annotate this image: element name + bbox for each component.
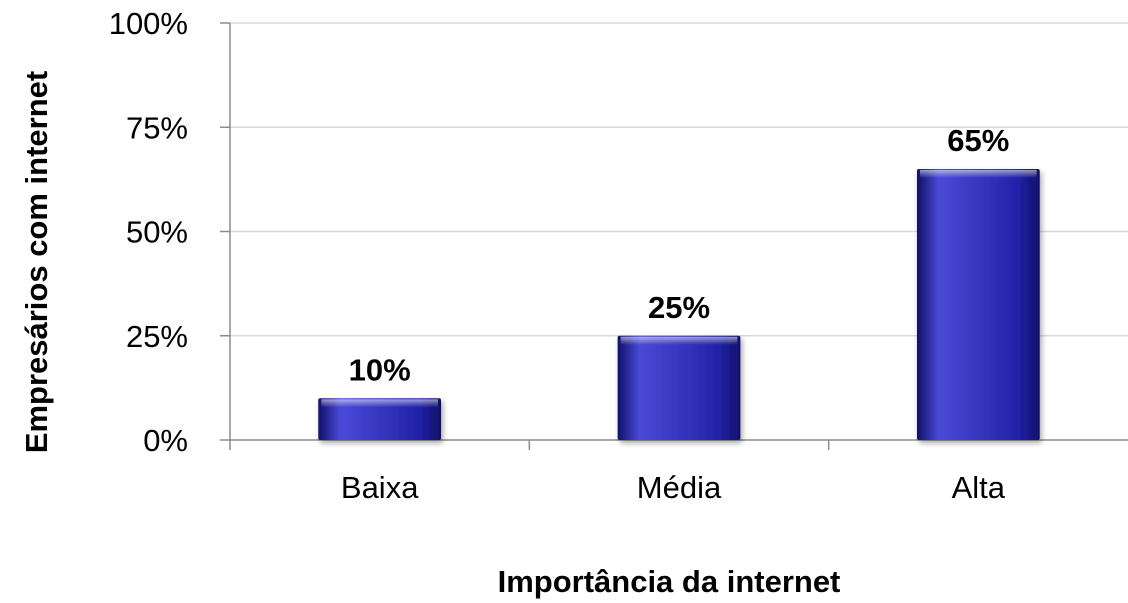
x-tick-label: Baixa	[341, 470, 419, 505]
y-tick-label: 75%	[126, 110, 188, 145]
x-tick-label: Média	[637, 470, 722, 505]
y-axis-title: Empresários com internet	[19, 71, 54, 453]
y-tick-label: 25%	[126, 319, 188, 354]
x-axis-title: Importância da internet	[498, 564, 841, 599]
bar	[617, 335, 741, 440]
bar-baixa	[318, 398, 442, 440]
bar-alta	[916, 168, 1040, 440]
data-label: 25%	[648, 290, 710, 325]
y-tick-label: 0%	[143, 423, 188, 458]
bar	[318, 398, 442, 440]
data-label: 65%	[947, 123, 1009, 158]
bars	[318, 168, 1040, 440]
bar-highlight	[919, 169, 1037, 178]
data-label: 10%	[349, 352, 411, 387]
y-tick-label: 50%	[126, 215, 188, 250]
x-tick-label: Alta	[952, 470, 1006, 505]
bar-highlight	[321, 399, 439, 408]
bar	[916, 168, 1040, 440]
bar-highlight	[620, 336, 738, 345]
bar-média	[617, 335, 741, 440]
labels: 0% 25% 50% 75% 100% 10% Baixa 25% Média 65% Alta	[109, 6, 1010, 505]
y-tick-label: 100%	[109, 6, 188, 41]
